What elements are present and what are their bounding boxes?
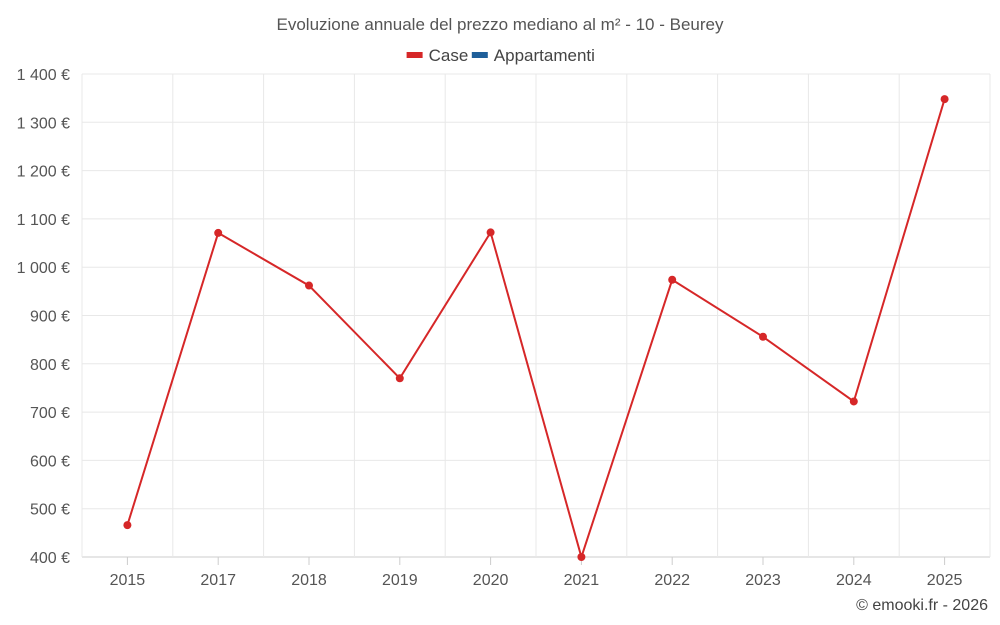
data-point[interactable] xyxy=(395,374,404,383)
x-tick-label: 2015 xyxy=(110,572,146,589)
y-tick-label: 800 € xyxy=(30,357,70,374)
x-tick-label: 2023 xyxy=(745,572,781,589)
y-tick-label: 500 € xyxy=(30,502,70,519)
credit-text: © emooki.fr - 2026 xyxy=(856,597,988,614)
x-axis: 2015 2017 2018 2019 2020 2021 2022 2023 2024 2025 xyxy=(110,557,963,589)
y-axis: 400 € 500 € 600 € 700 € 800 € 900 € 1 000 € 1 1… xyxy=(17,67,70,567)
data-point[interactable] xyxy=(668,275,677,284)
legend-label[interactable]: Appartamenti xyxy=(494,46,595,65)
legend-swatch xyxy=(406,52,423,58)
data-point[interactable] xyxy=(305,281,313,290)
data-point[interactable] xyxy=(577,553,586,561)
x-tick-label: 2018 xyxy=(291,572,327,589)
y-tick-label: 1 100 € xyxy=(17,212,70,229)
y-tick-label: 1 300 € xyxy=(17,115,70,132)
y-tick-label: 900 € xyxy=(30,309,70,326)
series-line xyxy=(126,98,946,561)
y-tick-label: 600 € xyxy=(30,453,70,470)
x-tick-label: 2022 xyxy=(654,572,690,589)
series-layer xyxy=(123,95,949,561)
data-point[interactable] xyxy=(214,228,223,237)
x-tick-label: 2021 xyxy=(564,572,600,589)
data-point[interactable] xyxy=(759,332,767,341)
data-point[interactable] xyxy=(849,397,858,406)
legend-swatch xyxy=(471,52,488,58)
data-point[interactable] xyxy=(123,521,132,530)
legend: Case Appartamenti xyxy=(406,46,595,65)
x-tick-label: 2019 xyxy=(382,572,418,589)
x-tick-label: 2020 xyxy=(473,572,509,589)
x-tick-label: 2024 xyxy=(836,572,872,589)
y-tick-label: 1 400 € xyxy=(17,67,70,84)
legend-label[interactable]: Case xyxy=(429,46,469,65)
y-tick-label: 1 000 € xyxy=(17,260,70,277)
data-point[interactable] xyxy=(486,228,495,237)
y-tick-label: 700 € xyxy=(30,405,70,422)
x-tick-label: 2025 xyxy=(927,572,963,589)
chart-title: Evoluzione annuale del prezzo mediano al… xyxy=(277,15,724,34)
data-point[interactable] xyxy=(940,95,949,104)
x-tick-label: 2017 xyxy=(200,572,236,589)
grid xyxy=(81,73,991,558)
y-tick-label: 1 200 € xyxy=(17,164,70,181)
y-tick-label: 400 € xyxy=(30,550,70,567)
